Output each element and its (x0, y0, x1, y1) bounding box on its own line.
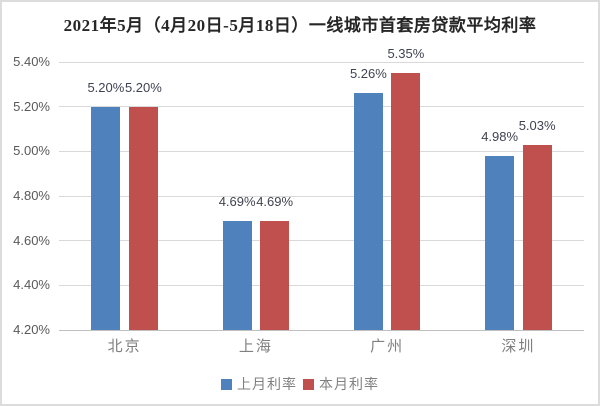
y-tick-label: 4.60% (13, 232, 50, 248)
y-tick-label: 5.20% (13, 98, 50, 114)
data-label: 4.69% (218, 193, 256, 209)
y-tick-label: 4.40% (13, 277, 50, 293)
x-category-label: 深圳 (501, 339, 536, 355)
data-label: 5.20% (87, 79, 125, 95)
bar-上月利率-上海 (222, 220, 252, 330)
legend: 上月利率 本月利率 (2, 374, 598, 394)
bar-上月利率-深圳 (485, 155, 515, 330)
x-axis-line (59, 329, 584, 331)
x-category-label: 上海 (238, 339, 273, 355)
y-tick-label: 4.20% (13, 322, 50, 337)
legend-item: 上月利率 (221, 374, 297, 394)
data-label: 4.98% (481, 128, 519, 144)
data-label: 5.20% (124, 79, 162, 95)
gridline (59, 240, 584, 242)
gridline (59, 61, 584, 63)
chart-title: 2021年5月（4月20日-5月18日）一线城市首套房贷款平均利率 (63, 16, 537, 35)
data-label: 5.35% (387, 46, 425, 62)
gridline (59, 195, 584, 197)
gridline (59, 284, 584, 286)
legend-swatch-icon (221, 378, 232, 390)
data-label: 5.26% (349, 66, 387, 82)
bar-本月利率-广州 (391, 73, 421, 330)
bar-本月利率-深圳 (522, 144, 552, 330)
legend-item: 本月利率 (303, 374, 379, 394)
data-label: 5.03% (518, 117, 556, 133)
bar-本月利率-北京 (128, 106, 158, 330)
legend-swatch-icon (303, 378, 314, 390)
gridline (59, 106, 584, 108)
x-category-label: 广州 (370, 339, 405, 355)
bar-本月利率-上海 (260, 220, 290, 330)
legend-label: 本月利率 (319, 378, 379, 393)
legend-label: 上月利率 (237, 378, 297, 393)
bar-上月利率-北京 (91, 106, 121, 330)
y-tick-label: 4.80% (13, 188, 50, 203)
bar-上月利率-广州 (353, 93, 383, 330)
x-category-label: 北京 (107, 339, 142, 355)
y-tick-label: 5.00% (13, 143, 50, 159)
gridline (59, 150, 584, 152)
data-label: 4.69% (256, 193, 294, 209)
y-tick-label: 5.40% (13, 54, 50, 69)
